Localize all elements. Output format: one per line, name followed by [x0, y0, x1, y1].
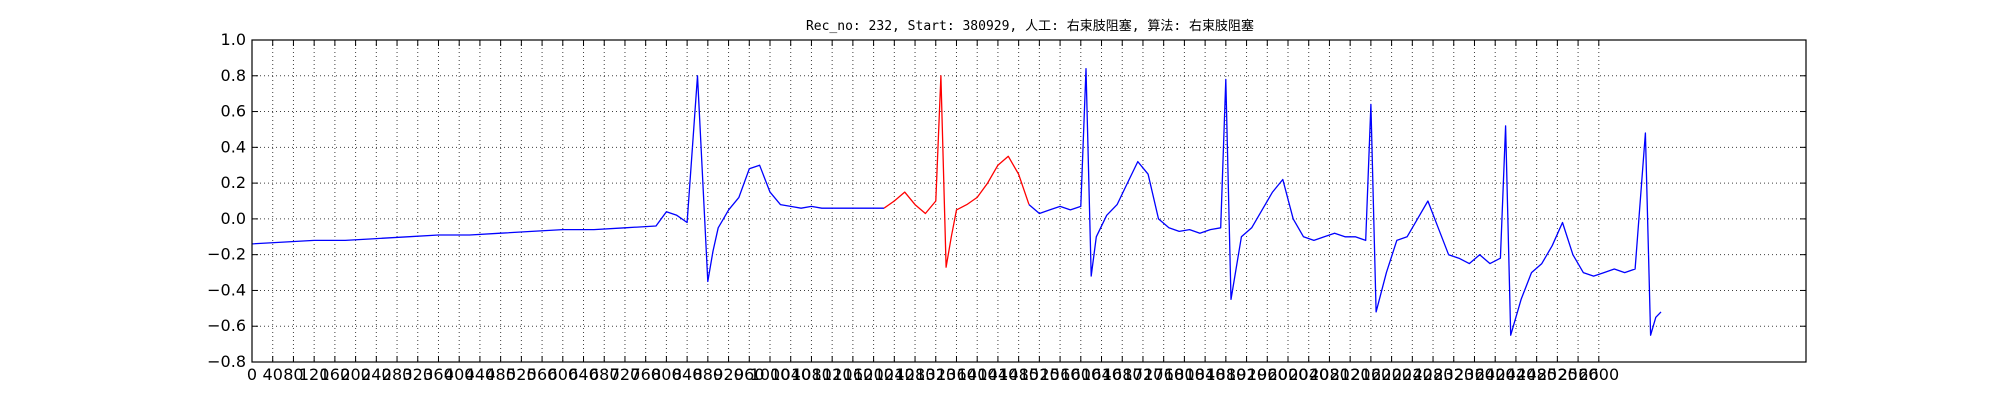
- x-tick-label: 2520: [1537, 365, 1578, 384]
- x-tick-label: 2040: [1288, 365, 1329, 384]
- x-tick-label: 560: [527, 365, 558, 384]
- x-tick-label: 280: [382, 365, 413, 384]
- x-tick-label: 840: [672, 365, 703, 384]
- x-tick-label: 1840: [1185, 365, 1226, 384]
- x-tick-label: 2000: [1268, 365, 1309, 384]
- x-tick-label: 1760: [1143, 365, 1184, 384]
- axis-ticks: 0 40 8012016020024028032036040044048052056…: [207, 30, 1806, 384]
- x-tick-label: 1360: [936, 365, 977, 384]
- x-tick-label: 2360: [1454, 365, 1495, 384]
- ecg-series-line-3: [1028, 67, 1662, 336]
- y-tick-label: −0.6: [207, 316, 246, 335]
- ecg-series-line-1: [251, 75, 884, 283]
- y-tick-label: 0.2: [221, 173, 246, 192]
- x-tick-label: 80: [283, 365, 303, 384]
- x-tick-label: 1800: [1164, 365, 1205, 384]
- x-tick-label: 880: [693, 365, 724, 384]
- x-tick-label: 1200: [853, 365, 894, 384]
- x-tick-label: 0: [247, 365, 257, 384]
- y-tick-label: −0.4: [207, 280, 246, 299]
- x-tick-label: 1040: [770, 365, 811, 384]
- x-tick-label: 440: [465, 365, 496, 384]
- ecg-series-line-2: [883, 75, 1030, 268]
- x-tick-label: 320: [402, 365, 433, 384]
- y-tick-label: −0.2: [207, 245, 246, 264]
- x-tick-label: 1560: [1040, 365, 1081, 384]
- ecg-trace: [251, 67, 1662, 336]
- x-tick-label: 1280: [895, 365, 936, 384]
- x-tick-label: 2400: [1475, 365, 1516, 384]
- y-tick-label: 1.0: [221, 30, 246, 49]
- x-tick-label: 2160: [1351, 365, 1392, 384]
- x-tick-label: 1640: [1081, 365, 1122, 384]
- plot-frame: [251, 39, 1807, 363]
- x-tick-label: 640: [568, 365, 599, 384]
- x-tick-label: 1120: [812, 365, 853, 384]
- grid-lines: [251, 39, 1806, 363]
- x-tick-label: 680: [589, 365, 620, 384]
- y-tick-label: 0.4: [221, 137, 246, 156]
- x-tick-label: 520: [506, 365, 537, 384]
- x-tick-label: 40: [263, 365, 283, 384]
- x-tick-label: 120: [299, 365, 330, 384]
- x-tick-label: 1400: [957, 365, 998, 384]
- x-tick-label: 2240: [1392, 365, 1433, 384]
- x-tick-label: 400: [444, 365, 475, 384]
- x-tick-label: 1720: [1123, 365, 1164, 384]
- x-tick-label: 760: [630, 365, 661, 384]
- x-tick-label: 1160: [833, 365, 874, 384]
- x-tick-label: 1920: [1226, 365, 1267, 384]
- x-tick-label: 360: [423, 365, 454, 384]
- x-tick-label: 2120: [1330, 365, 1371, 384]
- x-tick-label: 1600: [1060, 365, 1101, 384]
- x-tick-label: 2080: [1309, 365, 1350, 384]
- chart-title: Rec_no: 232, Start: 380929, 人工: 右束肢阻塞, 算…: [806, 18, 1254, 34]
- x-tick-label: 1240: [874, 365, 915, 384]
- x-tick-label: 920: [713, 365, 744, 384]
- x-tick-label: 1080: [791, 365, 832, 384]
- y-tick-label: 0.6: [221, 102, 246, 121]
- y-tick-label: 0.0: [221, 209, 246, 228]
- x-tick-label: 1680: [1102, 365, 1143, 384]
- x-tick-label: 2600: [1578, 365, 1619, 384]
- y-tick-label: 0.8: [221, 66, 246, 85]
- x-tick-label: 1000: [750, 365, 791, 384]
- x-tick-label: 2200: [1371, 365, 1412, 384]
- x-tick-label: 240: [361, 365, 392, 384]
- x-tick-label: 800: [651, 365, 682, 384]
- x-tick-label: 1480: [998, 365, 1039, 384]
- x-tick-label: 960: [734, 365, 765, 384]
- x-tick-label: 2320: [1433, 365, 1474, 384]
- x-tick-label: 1320: [915, 365, 956, 384]
- x-tick-label: 2480: [1516, 365, 1557, 384]
- x-tick-label: 1520: [1019, 365, 1060, 384]
- x-tick-label: 1880: [1205, 365, 1246, 384]
- x-tick-label: 2560: [1558, 365, 1599, 384]
- x-tick-label: 720: [610, 365, 641, 384]
- x-tick-label: 480: [485, 365, 516, 384]
- x-tick-label: 1440: [978, 365, 1019, 384]
- x-tick-label: 1960: [1247, 365, 1288, 384]
- x-tick-label: 200: [340, 365, 371, 384]
- x-tick-label: 600: [548, 365, 579, 384]
- x-tick-label: 2440: [1496, 365, 1537, 384]
- x-tick-label: 2280: [1413, 365, 1454, 384]
- x-tick-label: 160: [320, 365, 351, 384]
- y-tick-label: −0.8: [207, 352, 246, 371]
